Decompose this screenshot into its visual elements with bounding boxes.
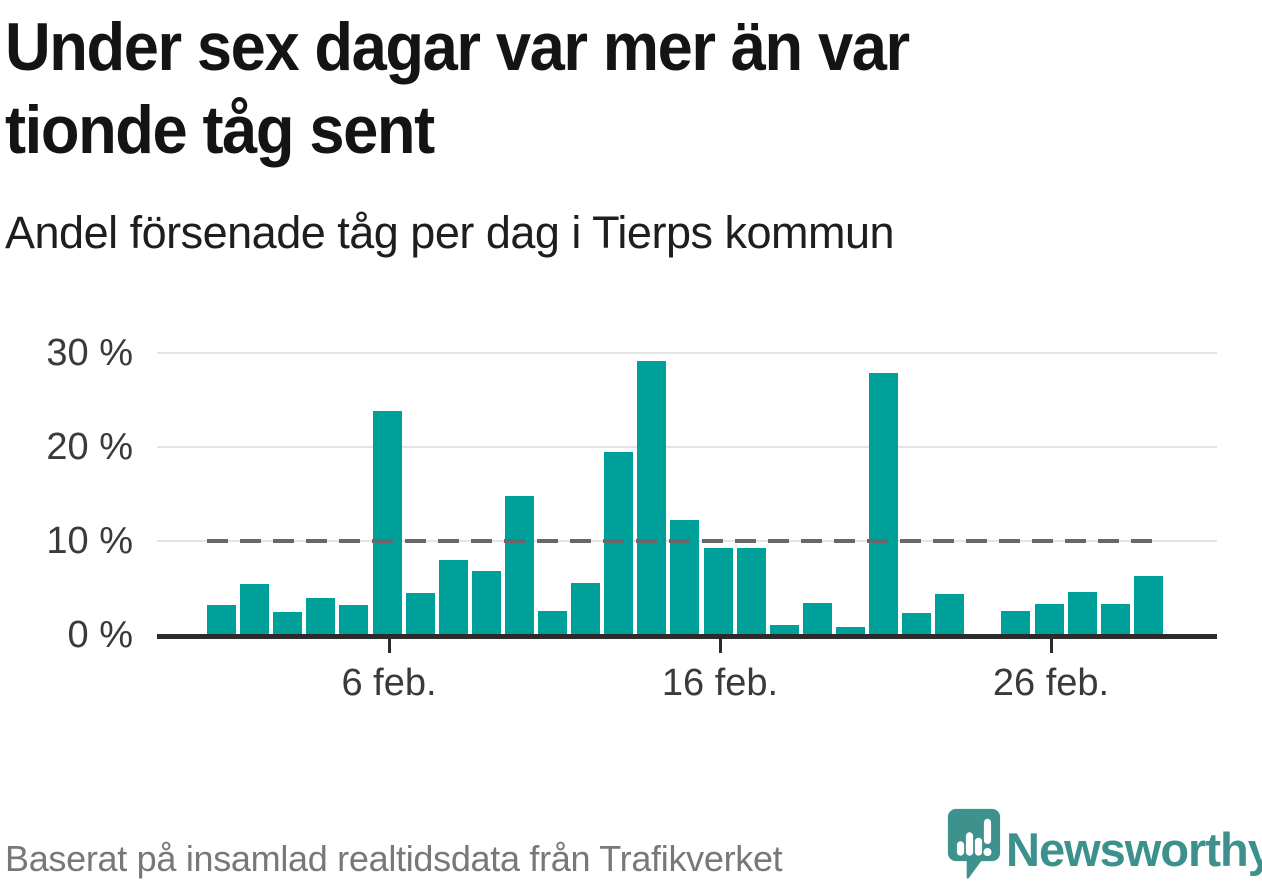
bar-22feb xyxy=(902,613,931,635)
y-gridline-30 xyxy=(157,352,1217,354)
bar-20feb xyxy=(836,627,865,635)
bar-8feb xyxy=(439,560,468,635)
bar-10feb xyxy=(505,496,534,635)
x-tick-label-6: 6 feb. xyxy=(341,662,437,704)
brand-name: Newsworthy xyxy=(1006,823,1262,876)
bar-12feb xyxy=(571,583,600,635)
y-tick-label-20: 20 % xyxy=(46,426,133,468)
x-tick-16 xyxy=(719,639,722,653)
x-tick-6 xyxy=(388,639,391,653)
bar-16feb xyxy=(704,548,733,635)
y-tick-label-0: 0 % xyxy=(67,614,133,656)
bar-19feb xyxy=(803,603,832,635)
bar-1feb xyxy=(207,605,236,635)
bar-5feb xyxy=(339,605,368,635)
bar-3feb xyxy=(273,612,302,635)
bar-28feb xyxy=(1101,604,1130,635)
bar-15feb xyxy=(670,520,699,635)
bar-13feb xyxy=(604,452,633,635)
bar-2feb xyxy=(240,584,269,635)
y-gridline-20 xyxy=(157,446,1217,448)
bar-14feb xyxy=(637,361,666,635)
x-tick-label-26: 26 feb. xyxy=(992,662,1110,704)
bar-21feb xyxy=(869,373,898,635)
y-tick-label-30: 30 % xyxy=(46,332,133,374)
bar-9feb xyxy=(472,571,501,635)
newsworthy-bubble-chart-icon xyxy=(947,808,1001,879)
y-tick-label-10: 10 % xyxy=(46,520,133,562)
newsworthy-logo xyxy=(947,808,1258,881)
chart-title: Under sex dagar var mer än var tionde tå… xyxy=(5,9,910,168)
bar-6feb xyxy=(373,411,402,635)
bar-23feb xyxy=(935,594,964,635)
x-tick-26 xyxy=(1050,639,1053,653)
bar-7feb xyxy=(406,593,435,635)
bar-25feb xyxy=(1001,611,1030,635)
bar-18feb xyxy=(770,625,799,635)
delayed-trains-bar-chart: 0 % 10 % 20 % 30 % 6 feb. 16 feb. 26 feb. xyxy=(46,332,1217,704)
source-note: Baserat på insamlad realtidsdata från Tr… xyxy=(5,838,783,879)
x-axis-line xyxy=(157,634,1217,639)
chart-subtitle: Andel försenade tåg per dag i Tierps kom… xyxy=(5,207,895,258)
bar-29feb xyxy=(1134,576,1163,635)
bar-4feb xyxy=(306,598,335,635)
bar-26feb xyxy=(1035,604,1064,635)
bar-17feb xyxy=(737,548,766,635)
bar-11feb xyxy=(538,611,567,635)
reference-line-10-percent xyxy=(207,539,1163,543)
x-tick-label-16: 16 feb. xyxy=(661,662,779,704)
bar-27feb xyxy=(1068,592,1097,635)
